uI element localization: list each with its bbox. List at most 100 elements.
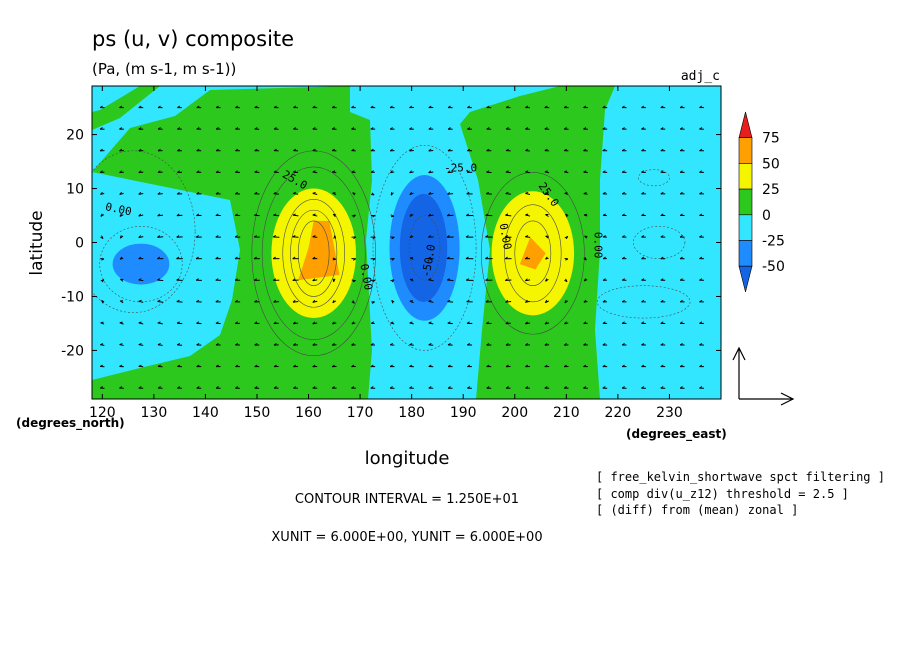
wind-vector: [465, 256, 474, 260]
wind-vector: [235, 386, 240, 389]
wind-vector: [641, 321, 646, 324]
wind-vector: [564, 299, 569, 304]
wind-vector: [602, 343, 608, 346]
wind-vector: [312, 170, 318, 174]
wind-vector: [332, 278, 336, 282]
wind-vector: [370, 258, 376, 261]
thin-contours: [92, 145, 691, 357]
contour-line: [638, 169, 670, 187]
wind-vector: [525, 364, 530, 368]
wind-vector: [312, 364, 318, 368]
wind-vector: [486, 364, 492, 368]
wind-vector: [485, 213, 493, 217]
wind-vector: [293, 343, 299, 346]
wind-vector: [660, 299, 666, 303]
wind-vector: [138, 364, 144, 368]
wind-vector: [312, 256, 318, 260]
wind-vector: [583, 191, 588, 195]
wind-vector: [253, 256, 260, 260]
wind-vector: [351, 105, 356, 109]
x-tick-label: 170: [347, 405, 374, 421]
fill-low-central-dark: [399, 193, 448, 302]
wind-vector: [119, 148, 124, 152]
wind-vector: [292, 256, 299, 260]
wind-vector: [195, 278, 202, 281]
wind-vector: [428, 386, 434, 389]
wind-vector: [253, 278, 260, 281]
wind-vector: [409, 300, 414, 304]
y-axis-label: latitude: [27, 210, 47, 275]
wind-vector: [699, 364, 704, 368]
wind-vector: [409, 191, 414, 196]
wind-vector: [332, 170, 337, 174]
wind-vector: [215, 278, 221, 281]
wind-vector: [176, 278, 183, 281]
wind-vector: [119, 343, 124, 346]
wind-vector: [679, 235, 685, 238]
wind-vector: [157, 256, 164, 260]
fill-high-east-orange: [519, 237, 546, 270]
wind-vector: [293, 148, 298, 152]
wind-vector: [196, 343, 202, 346]
wind-vector: [545, 214, 549, 217]
wind-vector: [292, 278, 299, 282]
wind-vector: [273, 148, 279, 152]
wind-vector: [409, 321, 414, 325]
wind-vector: [583, 364, 588, 368]
wind-vector: [525, 386, 530, 389]
wind-vector: [524, 256, 531, 260]
wind-vector: [254, 105, 260, 109]
wind-vector: [235, 105, 240, 109]
wind-vector: [699, 127, 704, 130]
wind-vector: [254, 386, 260, 389]
wind-vector: [370, 236, 376, 240]
wind-vector: [486, 321, 492, 325]
wind-vector: [602, 278, 607, 281]
wind-vector: [602, 105, 608, 109]
wind-vector: [699, 191, 704, 195]
wind-vector: [525, 343, 530, 346]
wind-vector: [312, 299, 318, 303]
wind-vector: [196, 213, 202, 217]
wind-vector: [138, 235, 144, 239]
colorbar-label: 50: [762, 156, 780, 172]
note-line-2: [ comp div(u_z12) threshold = 2.5 ]: [596, 487, 849, 501]
wind-vector: [679, 256, 685, 260]
wind-vector: [234, 235, 241, 238]
contour-label: 0.00: [357, 263, 374, 291]
wind-vector: [467, 364, 472, 368]
wind-vector: [215, 321, 221, 324]
wind-vector: [679, 278, 685, 281]
colorbar-segment: [738, 163, 753, 190]
wind-vector: [215, 105, 221, 109]
wind-vector: [504, 235, 512, 238]
y-tick-label: 20: [66, 128, 84, 144]
wind-vector: [660, 256, 666, 260]
wind-vector: [157, 386, 163, 389]
wind-vector: [292, 213, 299, 217]
wind-vector: [273, 213, 280, 217]
wind-vector: [215, 191, 221, 195]
wind-vector: [119, 321, 124, 325]
wind-vector: [157, 170, 163, 174]
wind-vector: [292, 235, 299, 238]
wind-vector: [389, 105, 395, 109]
wind-vector: [465, 278, 474, 281]
wind-vector: [312, 235, 318, 238]
wind-vector: [176, 235, 183, 238]
wind-vector: [621, 364, 627, 368]
colorbar-segment: [738, 265, 753, 292]
wind-vector: [331, 148, 337, 152]
wind-vector: [679, 148, 685, 152]
wind-vector: [486, 105, 492, 109]
wind-vector: [428, 321, 434, 325]
wind-vector: [254, 213, 260, 217]
wind-vector: [196, 105, 202, 109]
wind-vector: [177, 105, 182, 109]
wind-vector: [177, 170, 183, 173]
wind-vector: [332, 192, 337, 196]
wind-vector: [563, 148, 569, 152]
wind-vector: [351, 127, 356, 130]
wind-vector: [312, 105, 318, 109]
